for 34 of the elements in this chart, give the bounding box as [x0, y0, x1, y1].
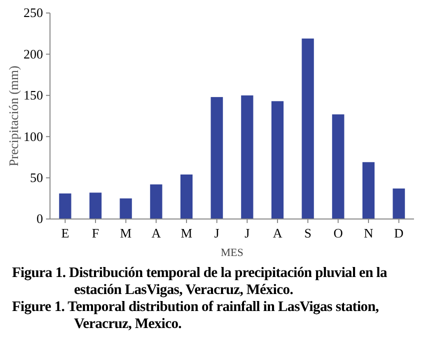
bar	[241, 95, 254, 219]
x-tick-label: E	[61, 226, 70, 241]
y-tick-label: 100	[24, 128, 43, 144]
x-tick-label: N	[364, 226, 374, 241]
x-tick-label: J	[244, 226, 250, 241]
x-tick-label: A	[272, 226, 283, 241]
x-tick-label: O	[333, 226, 343, 241]
y-tick-label: 150	[24, 88, 43, 103]
y-tick-label: 0	[36, 211, 43, 226]
x-tick-label: J	[214, 226, 220, 241]
bar	[302, 38, 314, 219]
caption: Figure 1. Temporal distribution of rainfall in LasVigas station, Veracruz, Mexico.	[12, 299, 380, 332]
x-tick-label: A	[151, 226, 162, 241]
bar	[271, 101, 284, 219]
x-tick-label: F	[92, 226, 100, 241]
y-axis-title: Precipitación (mm)	[6, 66, 21, 166]
bar	[362, 162, 375, 219]
bar	[150, 184, 162, 219]
x-tick-label: M	[120, 226, 132, 241]
text: Figura 1. Distribución temporal de la precipitación pluvial en la estación LasVigas, Veracruz, México.	[12, 265, 388, 298]
bar	[180, 174, 193, 219]
x-tick-label: S	[304, 226, 312, 241]
bar	[392, 188, 405, 219]
bar	[210, 97, 223, 219]
y-tick-label: 200	[24, 46, 43, 62]
x-tick-label: D	[394, 226, 404, 241]
x-tick-label: M	[180, 226, 193, 241]
bar	[120, 198, 132, 219]
bar	[332, 114, 344, 219]
y-tick-label: 50	[30, 170, 43, 185]
bar	[59, 193, 72, 219]
bar	[89, 192, 102, 219]
y-tick-label: 250	[24, 5, 43, 20]
x-axis-title: MES	[220, 247, 244, 259]
